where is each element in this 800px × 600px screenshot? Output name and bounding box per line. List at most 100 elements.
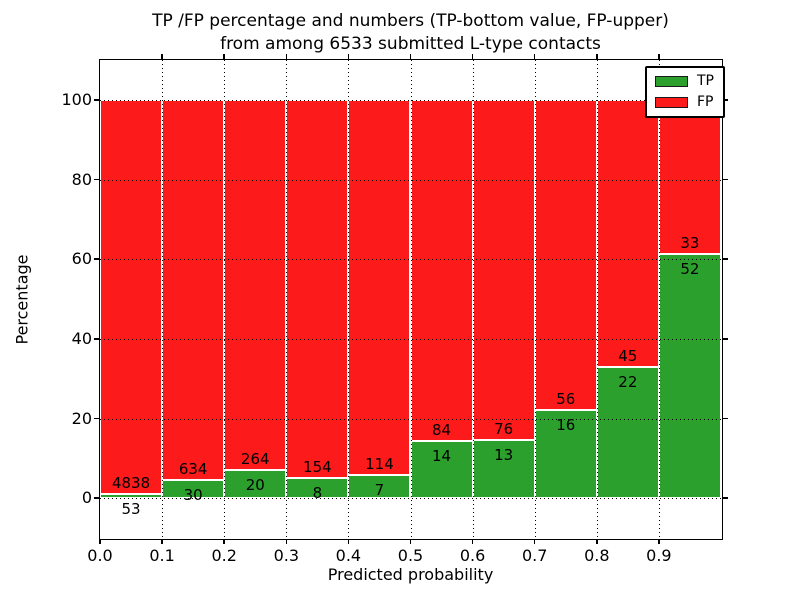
tick-label-x: 0.8: [584, 546, 610, 565]
x-axis-tick: [533, 539, 536, 544]
tick-label-y: 80: [71, 169, 92, 189]
y-axis-tick: [93, 417, 99, 420]
gridline-vertical: [410, 60, 412, 538]
x-axis-tick: [409, 539, 412, 544]
fp-color-swatch: [655, 97, 688, 108]
y-axis-tick: [93, 258, 99, 260]
bar-segment-fp: [286, 99, 349, 479]
gridline-vertical: [286, 60, 288, 538]
y-axis-right-tick: [722, 258, 728, 260]
bar-count-label-fp: 154: [303, 458, 332, 477]
tick-label-x: 0.2: [211, 546, 237, 565]
tick-label-x: 0.1: [149, 546, 175, 565]
tp-color-swatch: [655, 76, 688, 87]
y-axis-right-tick: [722, 178, 728, 181]
gridline-vertical: [658, 60, 660, 538]
bar-count-label-tp: 13: [494, 445, 514, 464]
bar-count-label-tp: 20: [245, 476, 265, 495]
legend-label-tp: TP: [697, 73, 714, 89]
x-axis-tick: [596, 539, 598, 544]
bar-count-label-fp: 264: [240, 450, 270, 469]
x-axis-tick: [285, 539, 288, 544]
y-axis-tick: [93, 99, 99, 101]
bar-segment-tp: [472, 439, 535, 499]
x-axis-top-tick: [285, 54, 288, 59]
y-axis-label-wrap: Percentage: [0, 60, 44, 538]
x-axis-top-tick: [223, 54, 225, 59]
bar-count-label-fp: 56: [556, 389, 576, 408]
bar-segment-fp: [100, 99, 163, 494]
bar-count-label-tp: 14: [432, 447, 452, 466]
x-axis-tick: [99, 539, 101, 544]
tick-label-y: 100: [61, 89, 92, 109]
tick-label-x: 0.7: [521, 546, 548, 565]
x-axis-tick: [658, 539, 660, 544]
tick-label-x: 0.3: [273, 546, 300, 565]
tick-label-x: 0.4: [335, 546, 362, 565]
bar-count-label-tp: 7: [374, 481, 385, 500]
bar-segment-fp: [162, 99, 225, 481]
y-axis-right-tick: [722, 417, 728, 420]
bar-count-label-fp: 114: [365, 455, 394, 474]
gridline-vertical: [472, 60, 474, 538]
bar-segment-fp: [410, 99, 473, 442]
y-axis-right-tick: [722, 497, 728, 499]
x-axis-tick: [471, 539, 474, 544]
bar-count-label-fp: 33: [680, 234, 700, 253]
y-axis-right-tick: [722, 99, 728, 101]
legend-box: TP FP: [645, 66, 725, 118]
bar-count-label-tp: 16: [556, 415, 576, 434]
bar-segment-fp: [224, 99, 287, 471]
bar-count-label-tp: 53: [121, 499, 141, 518]
y-axis-tick: [93, 178, 99, 181]
x-axis-top-tick: [347, 54, 350, 59]
x-axis-top-tick: [161, 54, 163, 59]
y-axis-right-tick: [722, 338, 728, 340]
bar-count-label-fp: 76: [494, 419, 514, 438]
gridline-vertical: [348, 60, 350, 538]
x-axis-top-tick: [533, 54, 536, 59]
x-axis-tick: [161, 539, 163, 544]
bar-count-label-fp: 84: [432, 421, 452, 440]
y-axis-tick: [93, 497, 99, 499]
x-axis-tick: [347, 539, 350, 544]
x-axis-top-tick: [471, 54, 474, 59]
tick-label-x: 0.9: [646, 546, 672, 565]
bar-segment-fp: [534, 99, 597, 410]
bar-count-label-tp: 52: [680, 260, 700, 279]
bar-count-label-tp: 30: [183, 486, 203, 505]
chart-title-line-2: from among 6533 submitted L-type contact…: [220, 34, 601, 54]
x-axis-top-tick: [596, 54, 598, 59]
y-axis-label: Percentage: [12, 253, 32, 345]
y-axis-tick: [93, 338, 99, 340]
tick-label-x: 0.6: [459, 546, 486, 565]
bar-segment-fp: [472, 99, 535, 440]
bar-segment-tp: [100, 493, 163, 499]
legend-label-fp: FP: [697, 94, 714, 110]
tick-label-x: 0.5: [397, 546, 424, 565]
bar-count-label-fp: 634: [178, 460, 208, 479]
x-axis-tick: [223, 539, 225, 544]
x-axis-top-tick: [409, 54, 412, 59]
bar-count-label-fp: 45: [618, 347, 638, 366]
bar-count-label-tp: 22: [618, 373, 638, 392]
tick-label-y: 0: [81, 488, 92, 508]
bar-segment-fp: [658, 99, 721, 255]
legend-row-tp: TP: [655, 73, 714, 90]
tick-label-x: 0.0: [87, 546, 113, 565]
bar-segment-tp: [658, 254, 721, 499]
x-axis-label: Predicted probability: [327, 565, 494, 584]
tick-label-y: 60: [71, 249, 92, 269]
bar-count-label-fp: 4838: [111, 473, 151, 492]
gridline-vertical: [534, 60, 536, 538]
gridline-vertical: [224, 60, 226, 538]
bar-segment-fp: [596, 99, 659, 368]
chart-title: TP /FP percentage and numbers (TP-bottom…: [100, 10, 721, 56]
tick-label-y: 40: [71, 328, 92, 348]
chart-title-line-1: TP /FP percentage and numbers (TP-bottom…: [152, 11, 669, 31]
gridline-vertical: [162, 60, 164, 538]
x-axis-top-tick: [658, 54, 660, 59]
gridline-vertical: [596, 60, 598, 538]
bar-count-label-tp: 8: [312, 484, 323, 503]
